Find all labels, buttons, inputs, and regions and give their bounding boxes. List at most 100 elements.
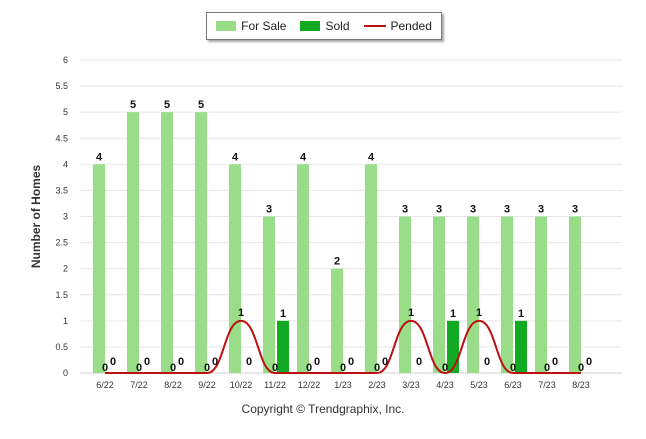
data-label-for-sale: 2 — [334, 256, 340, 268]
bar-sold — [447, 320, 459, 373]
y-tick-label: 5 — [63, 107, 68, 117]
legend-swatch-sold — [300, 21, 321, 31]
legend-item-pended[interactable]: Pended — [363, 19, 432, 33]
y-tick-label: 3 — [63, 212, 68, 222]
bar-for-sale — [535, 216, 547, 373]
bar-for-sale — [127, 112, 139, 374]
data-label-pended: 0 — [340, 362, 346, 374]
data-label-for-sale: 3 — [402, 204, 408, 216]
y-tick-label: 0 — [63, 368, 68, 378]
bar-for-sale — [399, 216, 411, 373]
bar-for-sale — [297, 164, 309, 373]
legend-label-sold: Sold — [325, 19, 350, 33]
data-label-pended: 0 — [102, 362, 108, 374]
bar-for-sale — [365, 164, 377, 373]
y-tick-label: 6 — [63, 55, 68, 65]
data-label-pended: 0 — [510, 362, 516, 374]
data-label-pended: 0 — [374, 362, 380, 374]
copyright-text: Copyright © Trendgraphix, Inc. — [241, 402, 405, 416]
data-label-sold: 0 — [552, 356, 558, 368]
legend-label-pended: Pended — [390, 19, 432, 33]
data-label-sold: 0 — [144, 356, 150, 368]
data-label-for-sale: 5 — [198, 99, 204, 111]
bar-for-sale — [161, 112, 173, 374]
bar-for-sale — [93, 164, 105, 373]
legend-swatch-pended — [363, 25, 386, 27]
data-label-sold: 0 — [586, 356, 592, 368]
x-tick-label: 3/23 — [402, 380, 420, 390]
x-tick-label: 8/22 — [164, 380, 182, 390]
legend-swatch-for-sale — [216, 21, 237, 31]
x-tick-label: 12/22 — [298, 380, 321, 390]
data-label-pended: 0 — [442, 362, 448, 374]
data-label-for-sale: 3 — [504, 204, 510, 216]
bar-for-sale — [263, 216, 275, 373]
data-label-for-sale: 3 — [436, 204, 442, 216]
data-label-pended: 0 — [578, 362, 584, 374]
x-tick-label: 11/22 — [264, 380, 286, 390]
y-tick-label: 1.5 — [55, 290, 68, 300]
legend-item-sold[interactable]: Sold — [300, 19, 350, 33]
data-label-for-sale: 3 — [538, 204, 544, 216]
y-tick-label: 2 — [63, 264, 68, 274]
bar-for-sale — [569, 216, 581, 373]
data-label-for-sale: 3 — [266, 204, 272, 216]
x-tick-label: 7/22 — [130, 380, 148, 390]
data-label-for-sale: 5 — [130, 99, 136, 111]
bar-for-sale — [433, 216, 445, 373]
bar-for-sale — [501, 216, 513, 373]
y-tick-label: 4 — [63, 159, 68, 169]
data-label-for-sale: 4 — [368, 151, 375, 163]
y-tick-label: 1 — [63, 316, 68, 326]
x-tick-label: 6/22 — [96, 380, 114, 390]
data-label-pended: 0 — [136, 362, 142, 374]
data-label-sold: 1 — [518, 308, 524, 320]
y-tick-label: 5.5 — [55, 81, 68, 91]
data-label-sold: 1 — [280, 308, 286, 320]
bar-for-sale — [229, 164, 241, 373]
x-tick-label: 7/23 — [538, 380, 556, 390]
data-label-pended: 1 — [476, 307, 482, 319]
x-tick-label: 5/23 — [470, 380, 488, 390]
data-label-sold: 1 — [450, 308, 456, 320]
data-label-pended: 0 — [306, 362, 312, 374]
data-label-for-sale: 5 — [164, 99, 170, 111]
bar-for-sale — [195, 112, 207, 374]
x-tick-label: 4/23 — [436, 380, 454, 390]
data-label-sold: 0 — [348, 356, 354, 368]
data-label-sold: 0 — [416, 356, 422, 368]
bar-for-sale — [467, 216, 479, 373]
y-tick-label: 2.5 — [55, 238, 68, 248]
data-label-pended: 1 — [408, 307, 414, 319]
x-tick-label: 8/23 — [572, 380, 590, 390]
line-pended — [105, 319, 581, 375]
data-label-pended: 0 — [272, 362, 278, 374]
data-label-for-sale: 4 — [300, 151, 307, 163]
y-tick-label: 3.5 — [55, 185, 68, 195]
data-label-pended: 0 — [204, 362, 210, 374]
bar-sold — [277, 320, 289, 373]
legend: For Sale Sold Pended — [206, 12, 442, 40]
data-label-pended: 0 — [544, 362, 550, 374]
y-tick-label: 4.5 — [55, 133, 68, 143]
data-label-sold: 0 — [246, 356, 252, 368]
x-tick-label: 6/23 — [504, 380, 522, 390]
data-label-pended: 1 — [238, 307, 244, 319]
y-tick-label: 0.5 — [55, 342, 68, 352]
legend-item-for-sale[interactable]: For Sale — [216, 19, 286, 33]
y-axis-label: Number of Homes — [29, 165, 43, 269]
data-label-sold: 0 — [110, 356, 116, 368]
data-label-for-sale: 3 — [572, 204, 578, 216]
bar-for-sale — [331, 268, 343, 373]
bar-sold — [515, 320, 527, 373]
x-tick-label: 1/23 — [334, 380, 352, 390]
data-label-pended: 0 — [170, 362, 176, 374]
data-label-sold: 0 — [382, 356, 388, 368]
x-tick-label: 2/23 — [368, 380, 386, 390]
x-tick-label: 9/22 — [198, 380, 216, 390]
data-label-for-sale: 3 — [470, 204, 476, 216]
data-label-sold: 0 — [484, 356, 490, 368]
legend-label-for-sale: For Sale — [241, 19, 287, 33]
